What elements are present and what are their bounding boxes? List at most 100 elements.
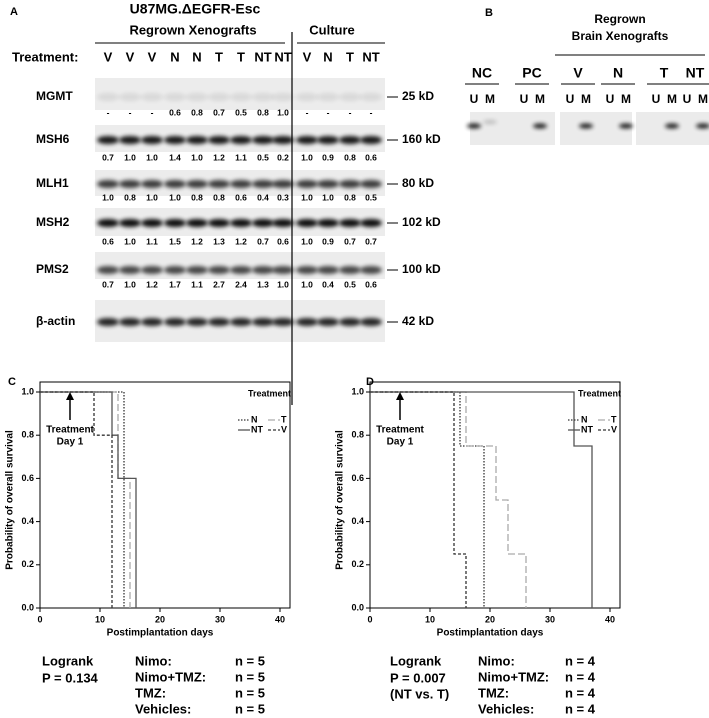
gel-band [533, 123, 547, 129]
blot-band [317, 219, 339, 227]
density-value: 1.0 [301, 152, 313, 162]
density-value: 0.3 [277, 192, 289, 202]
lane-label: M [581, 92, 591, 106]
group-name: Nimo: [478, 653, 515, 668]
blot-band [208, 266, 230, 274]
blot-band [230, 318, 252, 326]
group-name: TMZ: [135, 685, 166, 700]
density-value: 0.7 [344, 236, 356, 246]
stat-p: (NT vs. T) [390, 686, 449, 701]
density-value: 0.6 [102, 236, 114, 246]
x-tick-label: 10 [95, 614, 105, 624]
protein-label: MLH1 [36, 176, 69, 190]
blot-band [252, 318, 274, 326]
survival-curve [370, 391, 593, 608]
gel-strip [636, 112, 709, 145]
x-tick-label: 20 [155, 614, 165, 624]
density-value: - [129, 107, 132, 117]
stat-p: P = 0.134 [42, 670, 99, 685]
density-value: 1.0 [146, 192, 158, 202]
blot-band [141, 266, 163, 274]
blot-band [317, 180, 339, 188]
blot-band [272, 93, 294, 101]
lane-label: M [621, 92, 631, 106]
group-label: N [613, 65, 623, 81]
density-value: 0.5 [365, 192, 377, 202]
annotation: Treatment [376, 425, 424, 436]
lane-label: U [652, 92, 661, 106]
blot-band [119, 93, 141, 101]
group-label: NC [472, 65, 492, 81]
density-value: 2.7 [213, 279, 225, 289]
group-name: Nimo+TMZ: [478, 669, 549, 684]
blot-band [186, 318, 208, 326]
density-value: 1.1 [191, 279, 203, 289]
group-n: n = 5 [235, 653, 265, 668]
density-value: 0.9 [322, 236, 334, 246]
blot-band [230, 180, 252, 188]
lane-label: T [237, 49, 245, 64]
density-value: 0.6 [365, 279, 377, 289]
blot-band [208, 219, 230, 227]
group-label: NT [686, 65, 705, 81]
group-label: V [573, 65, 583, 81]
density-value: - [370, 107, 373, 117]
y-tick-label: 1.0 [21, 386, 34, 396]
size-label: 80 kD [402, 176, 434, 190]
gel-band [579, 123, 593, 129]
protein-label: β-actin [36, 314, 75, 328]
lane-label: N [192, 49, 201, 64]
blot-band [317, 136, 339, 144]
density-value: 1.0 [301, 279, 313, 289]
x-tick-label: 40 [275, 614, 285, 624]
legend-label: N [581, 414, 588, 424]
blot-band [208, 136, 230, 144]
blot-band [272, 180, 294, 188]
blot-band [339, 93, 361, 101]
blot-band [339, 180, 361, 188]
annotation: Day 1 [57, 437, 84, 448]
y-tick-label: 0.4 [21, 516, 34, 526]
gel-band [619, 123, 633, 129]
lane-label: V [104, 49, 113, 64]
group-label: Regrown Xenografts [129, 22, 256, 37]
y-tick-label: 0.0 [351, 602, 364, 612]
density-value: - [306, 107, 309, 117]
blot-band [97, 136, 119, 144]
density-value: 1.0 [146, 152, 158, 162]
blot-band [296, 219, 318, 227]
group-name: Vehicles: [135, 701, 191, 716]
x-tick-label: 0 [37, 614, 42, 624]
density-value: 1.5 [169, 236, 181, 246]
blot-band [339, 318, 361, 326]
density-value: 0.5 [344, 279, 356, 289]
density-value: 0.7 [102, 279, 114, 289]
size-label: 102 kD [402, 215, 441, 229]
lane-label: N [170, 49, 179, 64]
group-n: n = 4 [565, 653, 596, 668]
annotation: Treatment [46, 425, 94, 436]
blot-band [186, 136, 208, 144]
gel-band [467, 123, 481, 129]
blot-band [360, 266, 382, 274]
blot-band [208, 318, 230, 326]
size-label: 25 kD [402, 89, 434, 103]
legend-label: NT [251, 424, 263, 434]
density-value: 1.0 [277, 107, 289, 117]
density-value: 0.4 [322, 279, 334, 289]
lane-label: V [148, 49, 157, 64]
blot-band [119, 318, 141, 326]
density-value: 1.0 [322, 192, 334, 202]
density-value: 1.0 [124, 279, 136, 289]
density-value: 1.1 [235, 152, 247, 162]
blot-title: U87MG.ΔEGFR-Esc [130, 1, 261, 17]
y-tick-label: 0.2 [351, 559, 364, 569]
blot-band [164, 266, 186, 274]
group-n: n = 5 [235, 669, 265, 684]
group-name: Nimo: [135, 653, 172, 668]
density-value: 0.6 [235, 192, 247, 202]
x-axis-label: Postimplantation days [437, 628, 544, 639]
blot-band [252, 219, 274, 227]
group-n: n = 5 [235, 701, 265, 716]
density-value: 0.8 [257, 107, 269, 117]
